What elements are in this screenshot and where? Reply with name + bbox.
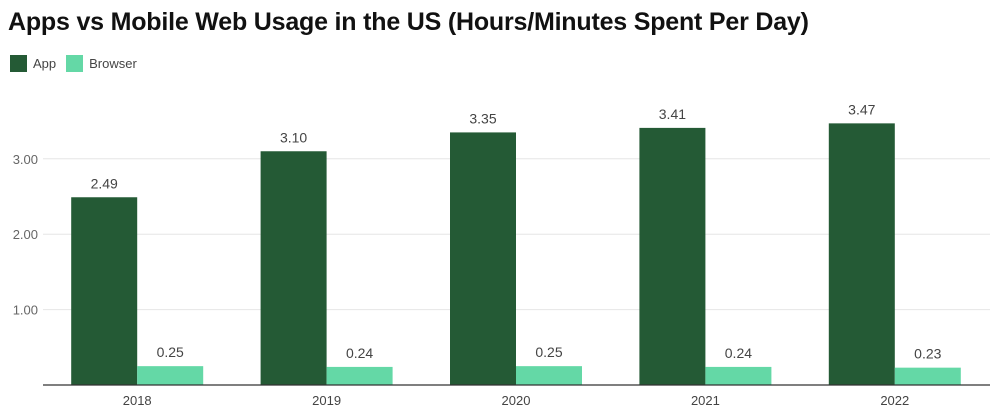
- data-label: 0.23: [914, 346, 941, 362]
- x-tick-label: 2020: [502, 393, 531, 408]
- data-label: 3.35: [469, 110, 496, 126]
- legend-item-browser[interactable]: Browser: [66, 55, 137, 72]
- y-tick-label: 1.00: [13, 303, 38, 318]
- data-label: 0.25: [535, 344, 562, 360]
- legend-label-app: App: [33, 56, 57, 71]
- legend-swatch-app: [10, 55, 27, 72]
- bar-app-2021[interactable]: [639, 127, 706, 386]
- bar-browser-2018[interactable]: [137, 366, 204, 385]
- x-tick-label: 2018: [123, 393, 152, 408]
- data-label: 3.47: [848, 101, 875, 117]
- legend-swatch-browser: [66, 55, 84, 72]
- bar-browser-2019[interactable]: [326, 366, 393, 385]
- data-label: 0.24: [346, 345, 373, 361]
- data-label: 3.10: [280, 129, 307, 145]
- legend-item-app[interactable]: App: [10, 55, 56, 72]
- data-label: 0.24: [725, 345, 752, 361]
- bar-app-2022[interactable]: [828, 123, 895, 385]
- bar-app-2020[interactable]: [450, 132, 516, 385]
- x-tick-label: 2019: [312, 393, 341, 408]
- bar-app-2018[interactable]: [71, 197, 138, 385]
- x-tick-label: 2022: [880, 393, 909, 408]
- bar-browser-2020[interactable]: [516, 366, 582, 385]
- data-label: 0.25: [157, 344, 184, 360]
- legend: App Browser: [10, 55, 147, 72]
- y-tick-label: 3.00: [13, 152, 38, 167]
- data-label: 2.49: [91, 175, 118, 191]
- x-tick-label: 2021: [691, 393, 720, 408]
- bar-app-2019[interactable]: [260, 151, 327, 385]
- bar-browser-2021[interactable]: [705, 366, 772, 385]
- legend-label-browser: Browser: [89, 56, 137, 71]
- data-label: 3.41: [659, 106, 686, 122]
- y-tick-label: 2.00: [13, 227, 38, 242]
- bar-browser-2022[interactable]: [894, 367, 961, 385]
- chart-title: Apps vs Mobile Web Usage in the US (Hour…: [8, 8, 809, 36]
